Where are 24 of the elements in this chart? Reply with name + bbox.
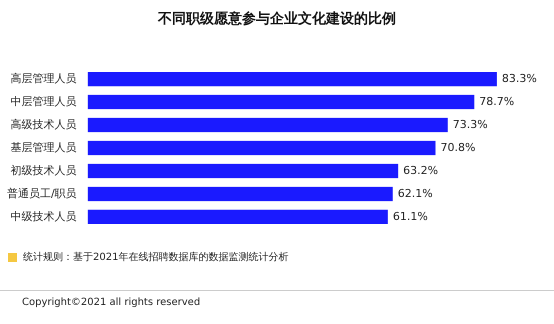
bar xyxy=(88,118,448,132)
bar xyxy=(88,140,436,156)
y-tick-label: 普通员工/职员 xyxy=(6,186,77,200)
data-label: 62.1% xyxy=(398,186,433,200)
data-label: 73.3% xyxy=(452,118,488,131)
y-tick-label: 高级技术人员 xyxy=(10,118,77,131)
data-label: 61.1% xyxy=(392,210,428,223)
bar xyxy=(88,72,497,86)
data-label: 78.7% xyxy=(479,94,514,108)
y-tick-label: 基层管理人员 xyxy=(10,140,77,154)
y-tick-label: 高层管理人员 xyxy=(10,72,77,85)
y-tick-label: 中级技术人员 xyxy=(10,210,77,223)
data-label: 70.8% xyxy=(440,140,476,154)
y-tick-label: 中层管理人员 xyxy=(10,94,77,108)
text: 统计规则：基于2021年在线招聘数据库的数据监测统计分析 xyxy=(23,250,288,264)
chart-title: 不同职级愿意参与企业文化建设的比例 xyxy=(156,10,397,28)
bar xyxy=(88,210,388,224)
bar xyxy=(88,164,398,178)
bar xyxy=(88,94,474,110)
data-label: 83.3% xyxy=(502,72,537,85)
data-label: 63.2% xyxy=(403,164,438,177)
text: Copyright©2021 all rights reserved xyxy=(22,297,200,308)
y-tick-label: 初级技术人员 xyxy=(10,164,77,177)
bar xyxy=(88,186,393,202)
